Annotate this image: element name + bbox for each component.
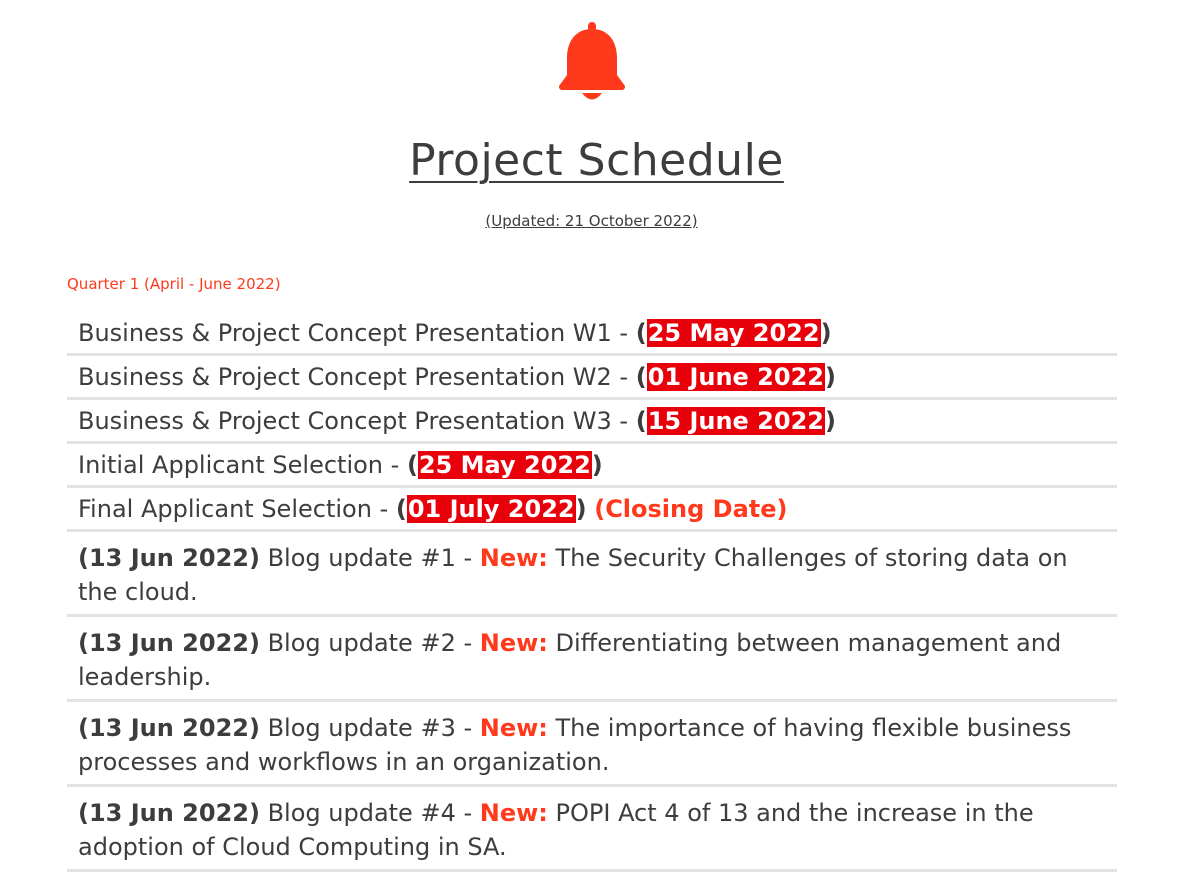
quarter-label: Quarter 1 (April - June 2022) [67, 275, 281, 293]
date-badge: 01 July 2022 [406, 495, 576, 523]
paren-close: ) [575, 495, 587, 523]
paren-close: ) [824, 407, 836, 435]
updated-date: (Updated: 21 October 2022) [485, 212, 698, 230]
blog-label: Blog update #1 - [259, 544, 480, 572]
closing-date-note: (Closing Date) [594, 495, 788, 523]
date-badge: 15 June 2022 [646, 407, 825, 435]
blog-title: The importance of having flexible busine… [78, 714, 1072, 776]
paren-open: ( [635, 407, 647, 435]
blog-date: (13 Jun 2022) [78, 714, 260, 742]
new-badge: New: [479, 799, 548, 827]
schedule-item: Final Applicant Selection - (01 July 202… [67, 488, 1117, 532]
item-text: Business & Project Concept Presentation … [78, 407, 636, 435]
paren-open: ( [406, 451, 418, 479]
item-text: Business & Project Concept Presentation … [78, 363, 636, 391]
blog-item: (13 Jun 2022) Blog update #1 - New: The … [67, 532, 1117, 617]
item-text: Business & Project Concept Presentation … [78, 319, 636, 347]
blog-label: Blog update #3 - [259, 714, 480, 742]
schedule-item: Initial Applicant Selection - (25 May 20… [67, 444, 1117, 488]
blog-label: Blog update #4 - [259, 799, 480, 827]
blog-label: Blog update #2 - [259, 629, 480, 657]
blog-title: The Security Challenges of storing data … [78, 544, 1068, 606]
schedule-item: Business & Project Concept Presentation … [67, 400, 1117, 444]
blog-date: (13 Jun 2022) [78, 629, 260, 657]
schedule-item: Business & Project Concept Presentation … [67, 312, 1117, 356]
page-title: Project Schedule [409, 135, 784, 186]
bell-icon [559, 22, 625, 100]
blog-title: POPI Act 4 of 13 and the increase in the… [78, 799, 1034, 861]
paren-open: ( [635, 363, 647, 391]
paren-close: ) [824, 363, 836, 391]
paren-open: ( [635, 319, 647, 347]
blog-date: (13 Jun 2022) [78, 799, 260, 827]
new-badge: New: [479, 629, 548, 657]
paren-close: ) [820, 319, 832, 347]
schedule-list: Business & Project Concept Presentation … [67, 312, 1117, 872]
schedule-item: Business & Project Concept Presentation … [67, 356, 1117, 400]
blog-date: (13 Jun 2022) [78, 544, 260, 572]
new-badge: New: [479, 544, 548, 572]
blog-item: (13 Jun 2022) Blog update #3 - New: The … [67, 702, 1117, 787]
item-text: Initial Applicant Selection - [78, 451, 407, 479]
date-badge: 25 May 2022 [646, 319, 821, 347]
paren-close: ) [591, 451, 603, 479]
blog-item: (13 Jun 2022) Blog update #4 - New: POPI… [67, 787, 1117, 872]
blog-title: Differentiating between management and l… [78, 629, 1062, 691]
item-text: Final Applicant Selection - [78, 495, 396, 523]
date-badge: 01 June 2022 [646, 363, 825, 391]
paren-open: ( [395, 495, 407, 523]
new-badge: New: [479, 714, 548, 742]
date-badge: 25 May 2022 [417, 451, 592, 479]
blog-item: (13 Jun 2022) Blog update #2 - New: Diff… [67, 617, 1117, 702]
